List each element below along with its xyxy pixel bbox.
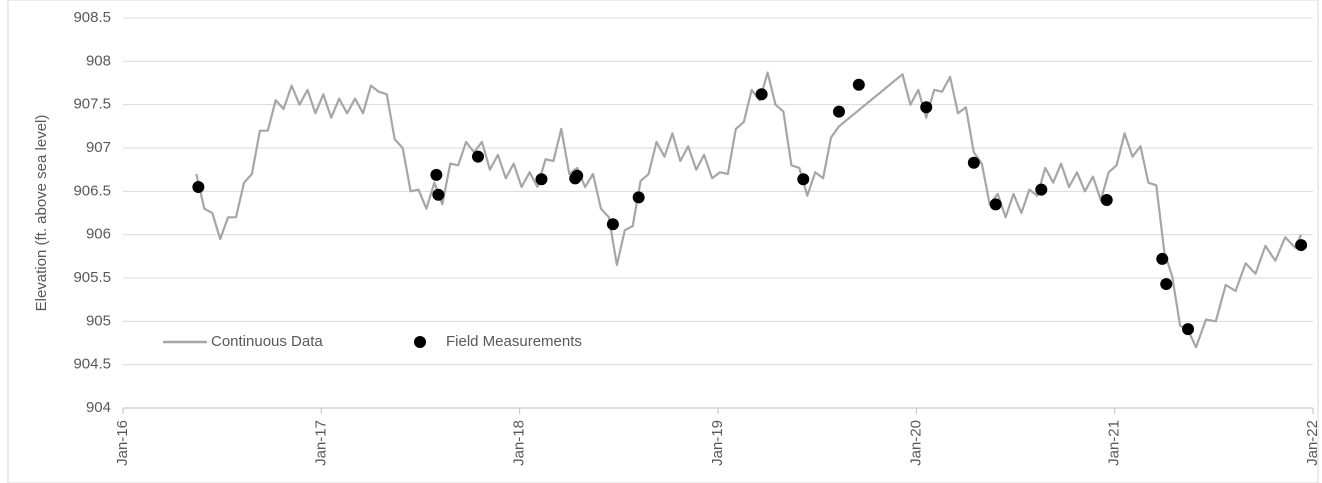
- x-tick-label: Jan-18: [511, 420, 528, 466]
- y-tick-label: 907.5: [73, 96, 111, 113]
- data-point: [755, 88, 768, 101]
- data-point: [1182, 323, 1195, 336]
- y-tick-label: 908: [86, 52, 111, 69]
- data-point: [1156, 252, 1169, 265]
- y-tick-label: 905.5: [73, 269, 111, 286]
- y-tick-label: 905: [86, 312, 111, 329]
- x-tick-label: Jan-22: [1304, 420, 1321, 466]
- data-point: [920, 101, 933, 114]
- data-point: [1100, 194, 1113, 206]
- data-point: [989, 198, 1002, 211]
- y-tick-label: 904.5: [73, 356, 111, 373]
- x-tick-label: Jan-17: [312, 420, 329, 466]
- data-point: [1160, 278, 1173, 291]
- data-point: [606, 218, 619, 231]
- y-axis-label: Elevation (ft. above sea level): [33, 115, 50, 312]
- data-point: [535, 173, 548, 186]
- data-point: [797, 173, 810, 186]
- data-point: [967, 156, 980, 169]
- data-point: [432, 188, 445, 201]
- x-tick-label: Jan-20: [907, 420, 924, 466]
- legend-label: Field Measurements: [446, 333, 582, 350]
- y-tick-label: 906: [86, 226, 111, 243]
- data-point: [832, 105, 845, 118]
- data-point: [192, 181, 205, 193]
- x-tick-label: Jan-21: [1106, 420, 1123, 466]
- y-tick-label: 908.5: [73, 9, 111, 26]
- legend-marker: [414, 336, 426, 348]
- y-tick-label: 906.5: [73, 182, 111, 199]
- data-point: [1035, 183, 1048, 196]
- x-tick-label: Jan-19: [709, 420, 726, 466]
- data-point: [632, 191, 645, 204]
- chart-border: [7, 0, 1319, 483]
- data-line: [195, 71, 1303, 349]
- y-tick-label: 904: [86, 399, 111, 416]
- data-point: [571, 169, 584, 182]
- data-point: [1295, 239, 1308, 252]
- data-point: [472, 150, 485, 163]
- y-tick-label: 907: [86, 139, 111, 156]
- data-point: [852, 78, 865, 91]
- data-point: [430, 168, 443, 181]
- legend-label: Continuous Data: [211, 333, 323, 350]
- x-tick-label: Jan-16: [114, 420, 131, 466]
